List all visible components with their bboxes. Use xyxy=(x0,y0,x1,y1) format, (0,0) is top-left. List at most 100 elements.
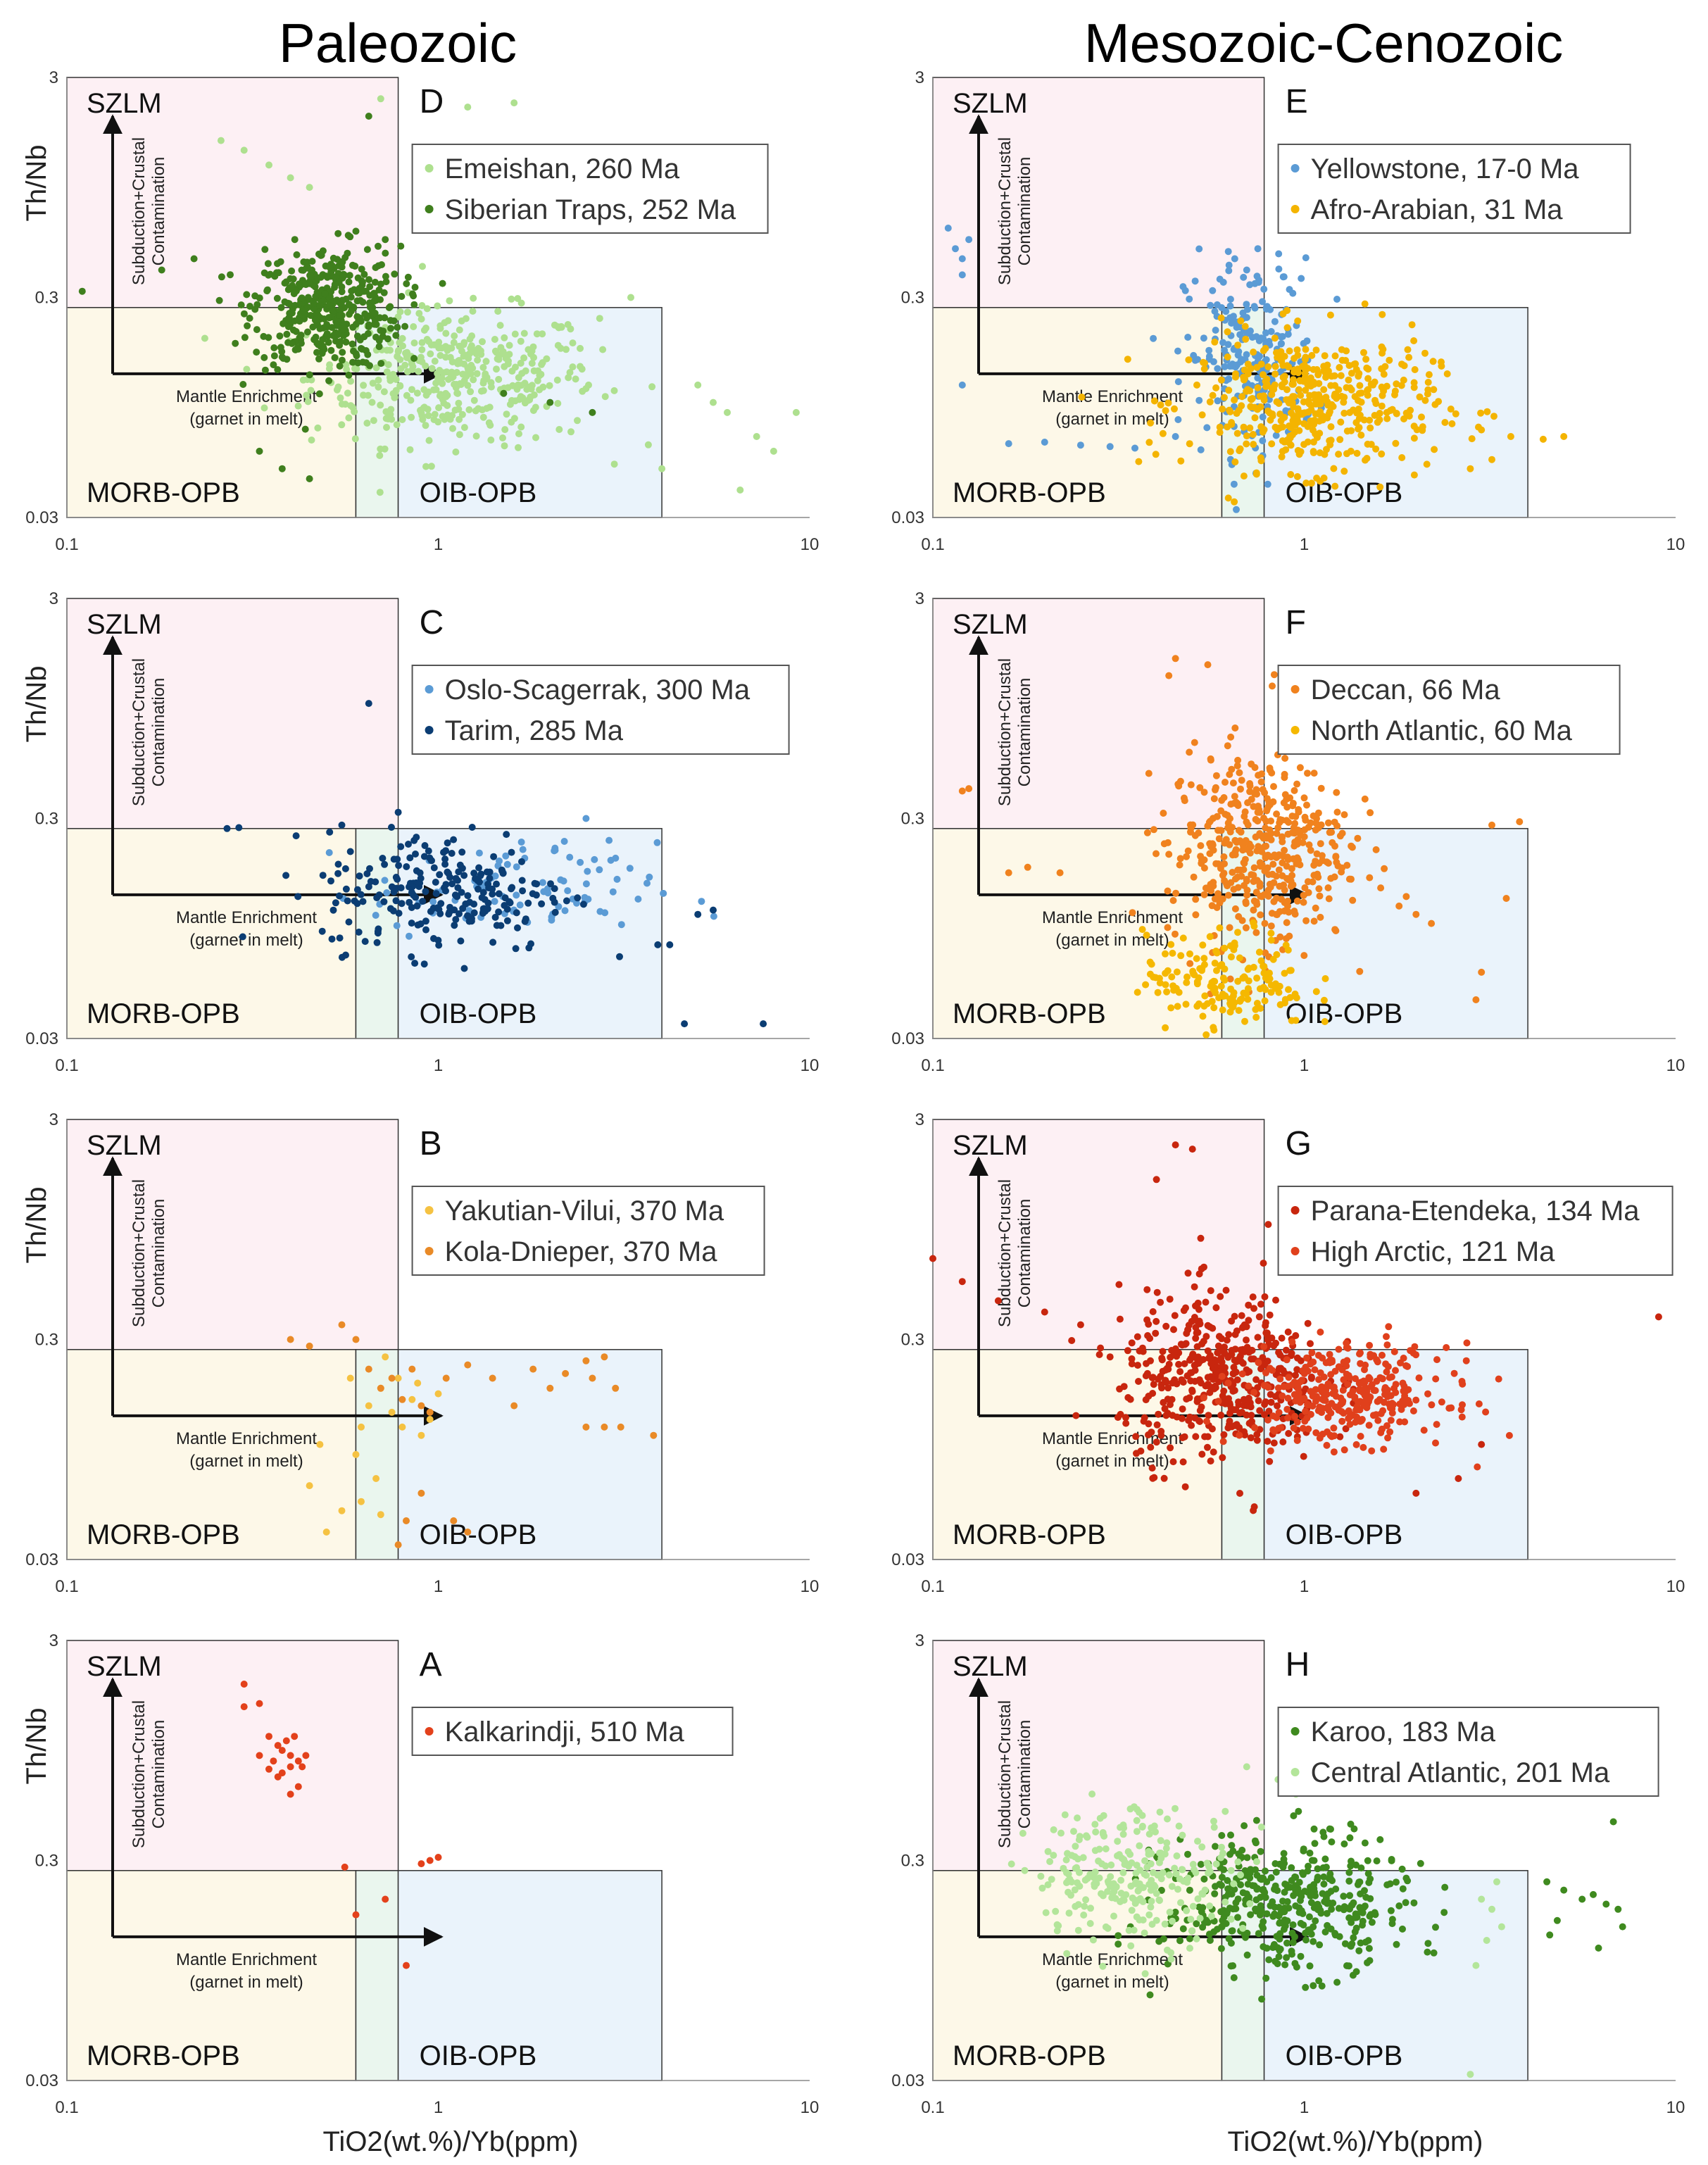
data-point-h-0 xyxy=(1619,1923,1626,1931)
morb-opb-field xyxy=(66,307,357,518)
data-point-e-1 xyxy=(1488,456,1495,463)
data-point-h-0 xyxy=(1350,1934,1357,1942)
data-point-d-1 xyxy=(334,230,342,237)
data-point-f-0 xyxy=(1241,855,1249,863)
data-point-h-0 xyxy=(1229,1927,1236,1935)
data-point-f-0 xyxy=(1180,794,1188,802)
data-point-g-0 xyxy=(1282,1346,1290,1354)
data-point-e-1 xyxy=(1331,372,1338,379)
data-point-c-1 xyxy=(513,909,520,917)
data-point-h-0 xyxy=(1355,1878,1363,1886)
data-point-f-0 xyxy=(1262,865,1269,872)
data-point-g-1 xyxy=(1317,1329,1324,1336)
data-point-h-0 xyxy=(1364,1870,1372,1878)
data-point-e-0 xyxy=(1280,273,1288,281)
data-point-d-0 xyxy=(294,402,302,410)
data-point-e-0 xyxy=(1298,275,1305,282)
data-point-d-0 xyxy=(448,358,456,365)
data-point-g-0 xyxy=(1106,1353,1114,1361)
data-point-e-1 xyxy=(1379,391,1386,399)
data-point-h-0 xyxy=(1228,1842,1236,1850)
data-point-h-0 xyxy=(1114,1940,1122,1948)
data-point-h-1 xyxy=(1125,1926,1133,1934)
data-point-f-0 xyxy=(1288,829,1296,836)
data-point-d-1 xyxy=(291,301,299,309)
legend: Kalkarindji, 510 Ma xyxy=(411,1707,734,1756)
data-point-g-1 xyxy=(1262,1369,1269,1376)
data-point-f-0 xyxy=(1187,781,1195,789)
data-point-f-0 xyxy=(1164,839,1172,846)
morb-opb-label: MORB-OPB xyxy=(87,1519,240,1550)
data-point-e-1 xyxy=(1364,391,1371,399)
data-point-d-0 xyxy=(510,415,518,422)
data-point-g-0 xyxy=(1202,1333,1210,1341)
data-point-c-1 xyxy=(551,898,558,906)
data-point-g-1 xyxy=(1320,1396,1328,1404)
data-point-f-1 xyxy=(1210,1004,1218,1012)
data-point-h-1 xyxy=(1169,1917,1176,1925)
data-point-d-1 xyxy=(326,263,334,271)
data-point-f-0 xyxy=(1304,770,1311,777)
data-point-g-0 xyxy=(1139,1348,1147,1355)
data-point-e-1 xyxy=(1278,453,1286,460)
data-point-e-1 xyxy=(1246,387,1254,394)
data-point-e-1 xyxy=(1293,346,1301,353)
data-point-h-1 xyxy=(1050,1826,1057,1833)
data-point-c-0 xyxy=(325,849,333,856)
data-point-f-1 xyxy=(1182,1000,1190,1008)
data-point-h-0 xyxy=(1347,1862,1355,1870)
data-point-g-0 xyxy=(1204,1443,1211,1451)
data-point-g-1 xyxy=(1335,1345,1343,1353)
data-point-d-0 xyxy=(404,308,411,316)
data-point-d-0 xyxy=(521,379,529,387)
data-point-h-0 xyxy=(1336,1933,1343,1940)
data-point-b-0 xyxy=(372,1475,380,1482)
data-point-f-1 xyxy=(1266,969,1273,977)
data-point-f-1 xyxy=(1244,965,1252,973)
data-point-d-0 xyxy=(430,341,438,349)
data-point-h-0 xyxy=(1316,1941,1324,1949)
morb-opb-field xyxy=(66,1349,357,1560)
data-point-g-0 xyxy=(1198,1450,1206,1458)
data-point-g-1 xyxy=(1390,1384,1398,1392)
data-point-d-1 xyxy=(288,267,296,275)
data-point-h-0 xyxy=(1260,1943,1267,1950)
data-point-g-0 xyxy=(1253,1436,1261,1444)
data-point-f-1 xyxy=(1213,949,1221,957)
data-point-g-1 xyxy=(1384,1434,1392,1442)
data-point-d-0 xyxy=(393,421,401,429)
vertical-arrow-label: Subduction+CrustalContamination xyxy=(130,1700,168,1848)
data-point-e-1 xyxy=(1355,372,1362,380)
data-point-g-1 xyxy=(1407,1347,1414,1355)
data-point-e-0 xyxy=(1150,334,1157,342)
data-point-b-1 xyxy=(601,1423,608,1431)
data-point-g-0 xyxy=(1169,1379,1176,1387)
data-point-d-0 xyxy=(341,401,349,408)
data-point-c-1 xyxy=(460,965,468,972)
data-point-e-1 xyxy=(1252,469,1260,477)
data-point-f-0 xyxy=(1145,770,1153,777)
data-point-d-0 xyxy=(423,305,431,313)
data-point-f-0 xyxy=(1259,786,1267,793)
data-point-g-0 xyxy=(1157,1298,1164,1306)
data-point-e-0 xyxy=(1221,363,1229,370)
y-tick-label: 3 xyxy=(49,589,58,608)
data-point-h-1 xyxy=(1206,1867,1214,1875)
data-point-h-1 xyxy=(1207,1912,1215,1920)
data-point-d-0 xyxy=(375,376,382,384)
data-point-f-0 xyxy=(1258,770,1265,778)
data-point-f-1 xyxy=(1257,957,1265,965)
data-point-g-1 xyxy=(1433,1356,1440,1364)
data-point-d-0 xyxy=(554,341,562,349)
data-point-f-0 xyxy=(1310,770,1318,777)
data-point-g-0 xyxy=(1148,1374,1156,1381)
data-point-c-1 xyxy=(529,890,536,898)
data-point-f-1 xyxy=(1156,979,1164,987)
data-point-f-0 xyxy=(1257,845,1264,853)
data-point-b-0 xyxy=(417,1431,425,1439)
data-point-g-0 xyxy=(1179,1405,1186,1413)
data-point-h-1 xyxy=(1212,1860,1220,1868)
data-point-e-1 xyxy=(1348,370,1355,377)
data-point-f-0 xyxy=(1366,874,1374,881)
